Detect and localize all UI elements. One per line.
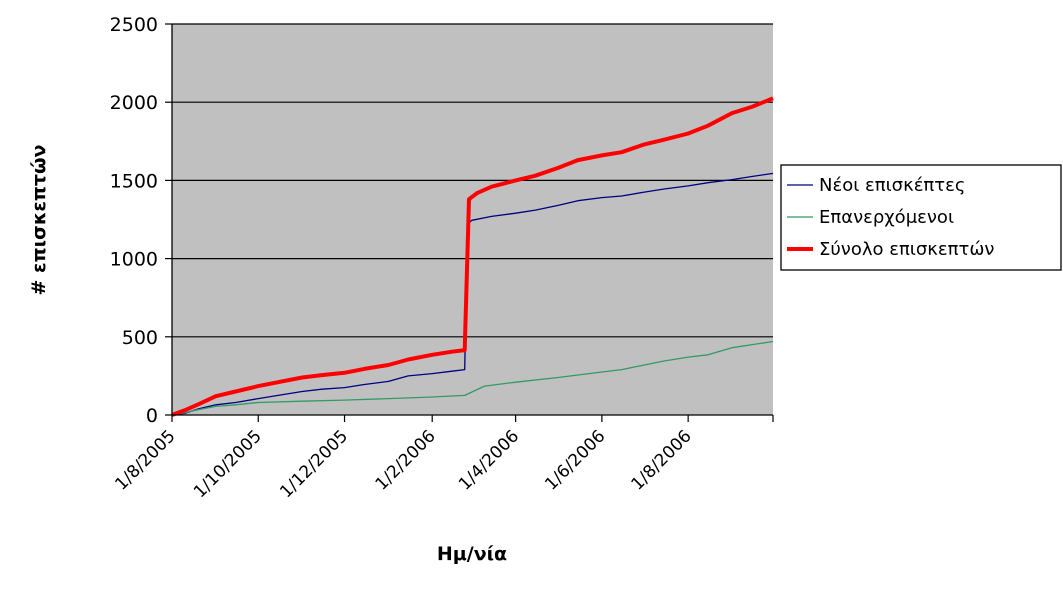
y-tick-label: 1500 [110,170,158,192]
y-axis-title: # επισκεπτών [28,144,50,295]
legend-label: Σύνολο επισκεπτών [819,239,994,260]
legend-label: Νέοι επισκέπτες [819,175,965,196]
legend-box [780,164,1062,271]
legend: Νέοι επισκέπτες Επανερχόμενοι Σύνολο επισκ… [780,164,1062,271]
grid [172,23,773,338]
y-tick-label: 1000 [110,249,158,271]
x-tick-label: 1/2/2006 [372,426,440,494]
legend-label: Επανερχόμενοι [819,207,954,228]
x-tick-label: 1/10/2005 [190,426,266,502]
series-group [171,96,774,417]
x-tick-label: 1/8/2006 [628,426,696,494]
x-tick-label: 1/8/2005 [111,426,179,494]
y-tick-label: 2500 [110,14,158,36]
y-tick-label: 0 [146,405,158,427]
series-line-2 [171,96,774,417]
x-axis-title: Ημ/νία [437,543,507,565]
y-tick-label: 2000 [110,92,158,114]
x-tick-label: 1/6/2006 [541,426,609,494]
x-tick-label: 1/4/2006 [455,426,523,494]
series-line-1 [171,340,774,416]
x-tick-label: 1/12/2005 [276,426,352,502]
y-tick-label: 500 [122,327,158,349]
